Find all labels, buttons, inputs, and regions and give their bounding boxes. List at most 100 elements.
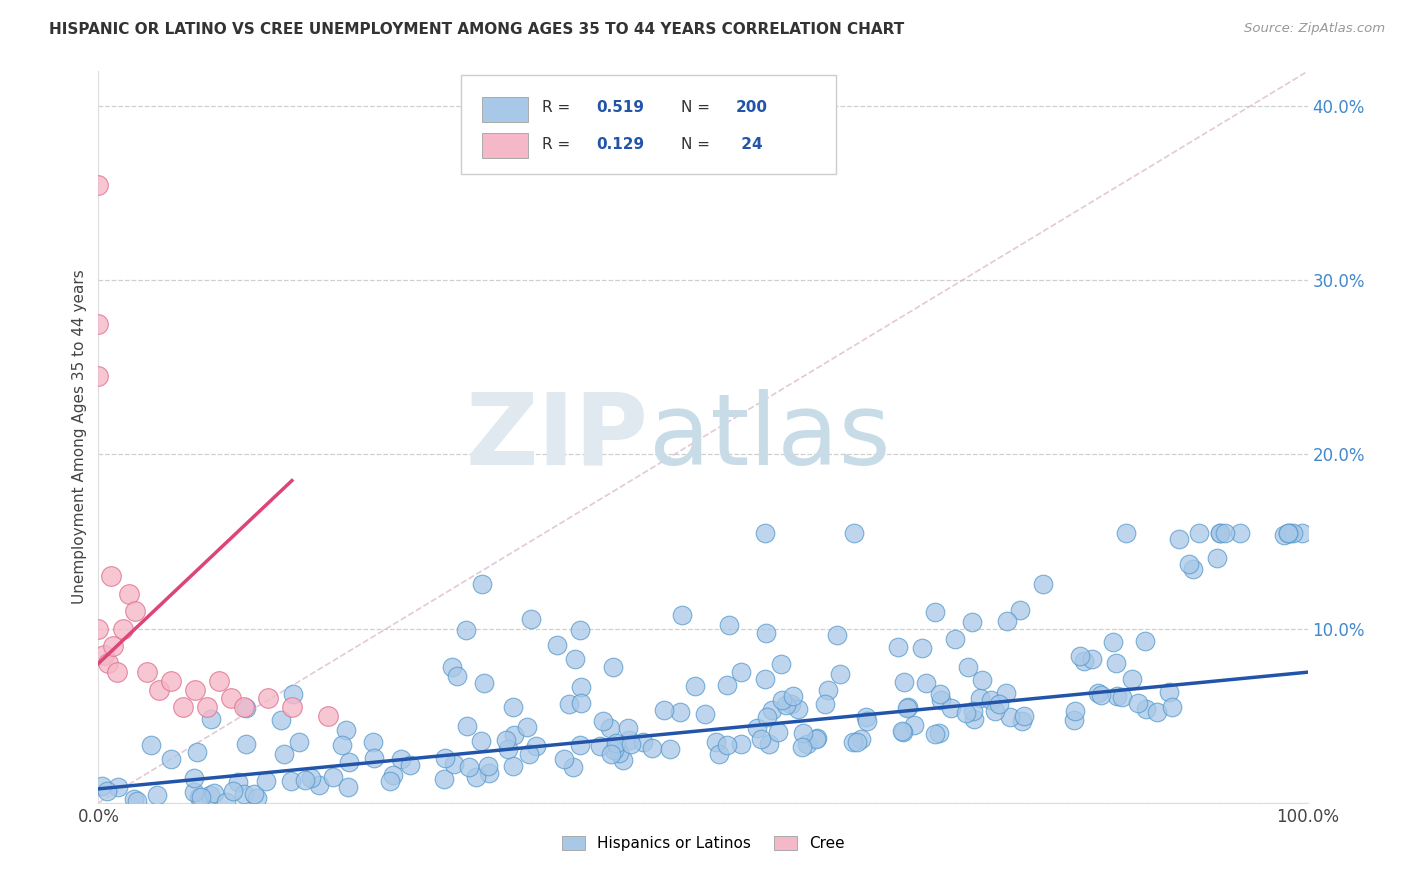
Point [433, 750, 456, 764]
Point [652, 703, 675, 717]
Point [202, 787, 225, 801]
Point [183, 772, 205, 786]
Point [546, 638, 568, 652]
Point [1011, 714, 1033, 728]
Point [1111, 690, 1133, 704]
Point [855, 710, 877, 724]
Point [283, 687, 305, 701]
Point [896, 700, 918, 714]
Point [842, 525, 865, 540]
Point [90, 780, 112, 794]
Point [893, 674, 915, 689]
Point [1272, 528, 1295, 542]
Point [471, 577, 494, 591]
Point [602, 660, 624, 674]
Point [127, 795, 149, 809]
Text: N =: N = [682, 101, 716, 115]
Point [749, 731, 772, 746]
Point [378, 774, 401, 789]
Point [1279, 525, 1302, 540]
Point [1146, 705, 1168, 719]
Text: Source: ZipAtlas.com: Source: ZipAtlas.com [1244, 22, 1385, 36]
Point [557, 698, 579, 712]
Point [1213, 525, 1236, 540]
Point [897, 699, 920, 714]
Point [915, 675, 938, 690]
Point [232, 700, 254, 714]
Point [105, 665, 128, 680]
Point [754, 525, 776, 540]
Point [87, 622, 110, 636]
Text: 0.519: 0.519 [596, 101, 644, 115]
Point [502, 699, 524, 714]
Point [517, 747, 540, 762]
Point [172, 700, 194, 714]
Point [592, 714, 614, 728]
Point [195, 700, 218, 714]
Point [561, 760, 583, 774]
Text: 0.129: 0.129 [596, 137, 645, 152]
Point [939, 701, 962, 715]
Point [519, 612, 541, 626]
Point [960, 615, 983, 629]
Point [685, 679, 707, 693]
Point [235, 700, 257, 714]
Point [887, 640, 910, 655]
Point [957, 660, 980, 674]
Point [477, 759, 499, 773]
Point [758, 738, 780, 752]
Point [1121, 672, 1143, 686]
Point [924, 726, 946, 740]
Point [754, 672, 776, 686]
Point [208, 673, 231, 688]
Text: N =: N = [682, 137, 716, 152]
Point [243, 787, 266, 801]
Point [903, 717, 925, 731]
Point [441, 659, 464, 673]
Point [972, 673, 994, 687]
Point [183, 785, 205, 799]
Point [107, 780, 129, 794]
Point [281, 700, 304, 714]
Point [87, 178, 110, 192]
Point [280, 774, 302, 789]
Point [761, 703, 783, 717]
Point [891, 725, 914, 739]
Point [478, 766, 501, 780]
Point [100, 569, 122, 583]
Point [817, 682, 839, 697]
Point [456, 718, 478, 732]
Point [671, 608, 693, 623]
Point [256, 691, 278, 706]
Point [943, 632, 966, 647]
Point [1073, 654, 1095, 668]
Point [294, 772, 316, 787]
Point [1291, 525, 1313, 540]
Point [1087, 686, 1109, 700]
Point [1126, 696, 1149, 710]
Text: R =: R = [543, 137, 575, 152]
Point [620, 737, 643, 751]
Point [569, 680, 592, 694]
Point [553, 752, 575, 766]
Text: 200: 200 [735, 101, 768, 115]
Point [589, 739, 612, 753]
Y-axis label: Unemployment Among Ages 35 to 44 years: Unemployment Among Ages 35 to 44 years [72, 269, 87, 605]
Point [669, 705, 692, 719]
Point [316, 708, 339, 723]
Point [806, 731, 828, 745]
Point [496, 742, 519, 756]
Point [640, 740, 662, 755]
Point [382, 768, 405, 782]
Point [792, 739, 814, 754]
Point [825, 628, 848, 642]
Point [472, 675, 495, 690]
Point [782, 690, 804, 704]
Point [139, 738, 162, 752]
Point [198, 789, 221, 803]
Point [200, 712, 222, 726]
Point [1282, 525, 1305, 540]
Text: atlas: atlas [648, 389, 890, 485]
Point [124, 604, 146, 618]
Point [308, 778, 330, 792]
